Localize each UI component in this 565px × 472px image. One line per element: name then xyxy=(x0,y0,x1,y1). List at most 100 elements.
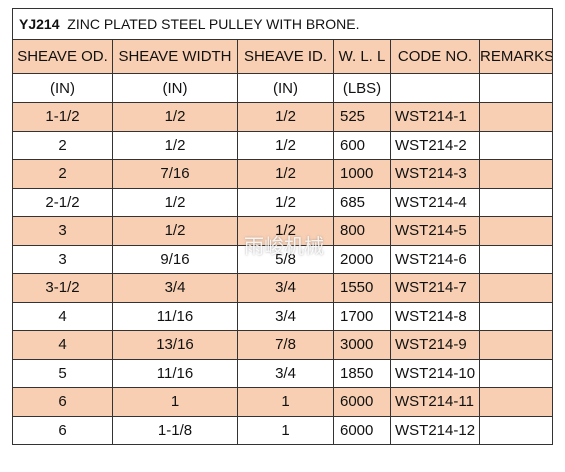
cell xyxy=(478,273,554,303)
cell: 1/2 xyxy=(237,187,334,217)
data-row: 3 1/2 1/2 800 WST214-5 xyxy=(12,216,554,246)
cell: 1-1/8 xyxy=(112,415,238,445)
data-row: 5 11/16 3/4 1850 WST214-10 xyxy=(12,358,554,388)
title-text: ZINC PLATED STEEL PULLEY WITH BRONE. xyxy=(67,16,360,32)
cell: 600 xyxy=(333,130,391,160)
cell: 7/8 xyxy=(237,330,334,360)
cell: 1/2 xyxy=(112,102,238,132)
cell: 1-1/2 xyxy=(12,102,113,132)
spec-table: YJ214 ZINC PLATED STEEL PULLEY WITH BRON… xyxy=(11,8,554,445)
cell xyxy=(478,301,554,331)
cell: 13/16 xyxy=(112,330,238,360)
cell: 1 xyxy=(112,387,238,417)
cell: (LBS) xyxy=(333,73,391,103)
data-row: 4 11/16 3/4 1700 WST214-8 xyxy=(12,301,554,331)
cell: WST214-1 xyxy=(390,102,480,132)
cell: 1/2 xyxy=(112,216,238,246)
cell: WST214-9 xyxy=(390,330,480,360)
watermark: 雨峻机械 xyxy=(244,234,324,258)
cell: 6 xyxy=(12,387,113,417)
cell: 3 xyxy=(12,216,113,246)
cell xyxy=(478,130,554,160)
cell: SHEAVE ID. xyxy=(237,39,334,74)
data-row: 2 7/16 1/2 1000 WST214-3 xyxy=(12,159,554,189)
cell: 3/4 xyxy=(112,273,238,303)
data-row: 6 1-1/8 1 6000 WST214-12 xyxy=(12,415,554,445)
cell xyxy=(478,387,554,417)
cell: 1/2 xyxy=(237,130,334,160)
cell xyxy=(478,358,554,388)
cell: 1550 xyxy=(333,273,391,303)
cell: 9/16 xyxy=(112,244,238,274)
cell: 685 xyxy=(333,187,391,217)
cell xyxy=(478,102,554,132)
data-row: 2 1/2 1/2 600 WST214-2 xyxy=(12,130,554,160)
cell: WST214-4 xyxy=(390,187,480,217)
cell: 3/4 xyxy=(237,301,334,331)
cell: 3 xyxy=(12,244,113,274)
cell: WST214-3 xyxy=(390,159,480,189)
cell: 3000 xyxy=(333,330,391,360)
cell: 11/16 xyxy=(112,301,238,331)
cell: SHEAVE WIDTH xyxy=(112,39,238,74)
cell: 5/8 xyxy=(237,244,334,274)
cell: 1/2 xyxy=(112,187,238,217)
cell: 1000 xyxy=(333,159,391,189)
title-code: YJ214 xyxy=(19,16,60,32)
cell xyxy=(478,330,554,360)
cell: 1/2 xyxy=(237,159,334,189)
cell: WST214-6 xyxy=(390,244,480,274)
cell: 11/16 xyxy=(112,358,238,388)
cell: 1/2 xyxy=(237,102,334,132)
cell xyxy=(390,73,480,103)
cell: REMARKS xyxy=(478,39,554,74)
cell: 525 xyxy=(333,102,391,132)
units-row: (IN) (IN) (IN) (LBS) xyxy=(12,73,554,103)
cell: (IN) xyxy=(112,73,238,103)
data-row: 6 1 1 6000 WST214-11 xyxy=(12,387,554,417)
cell: 6 xyxy=(12,415,113,445)
cell: 6000 xyxy=(333,415,391,445)
cell xyxy=(478,216,554,246)
cell: 3-1/2 xyxy=(12,273,113,303)
cell: 2 xyxy=(12,159,113,189)
data-row: 4 13/16 7/8 3000 WST214-9 xyxy=(12,330,554,360)
cell: 2 xyxy=(12,130,113,160)
table-body: YJ214 ZINC PLATED STEEL PULLEY WITH BRON… xyxy=(11,8,554,445)
data-row: 2-1/2 1/2 1/2 685 WST214-4 xyxy=(12,187,554,217)
data-row: 1-1/2 1/2 1/2 525 WST214-1 xyxy=(12,102,554,132)
title-row: YJ214 ZINC PLATED STEEL PULLEY WITH BRON… xyxy=(11,8,554,40)
data-row: 3-1/2 3/4 3/4 1550 WST214-7 xyxy=(12,273,554,303)
cell: 2-1/2 xyxy=(12,187,113,217)
cell: WST214-12 xyxy=(390,415,480,445)
cell: 5 xyxy=(12,358,113,388)
cell: 3/4 xyxy=(237,358,334,388)
cell: WST214-7 xyxy=(390,273,480,303)
cell: 7/16 xyxy=(112,159,238,189)
cell: 1850 xyxy=(333,358,391,388)
cell: WST214-2 xyxy=(390,130,480,160)
cell: SHEAVE OD. xyxy=(12,39,113,74)
cell xyxy=(478,159,554,189)
cell: 6000 xyxy=(333,387,391,417)
title-cell: YJ214 ZINC PLATED STEEL PULLEY WITH BRON… xyxy=(11,8,554,40)
cell: 3/4 xyxy=(237,273,334,303)
cell: CODE NO. xyxy=(390,39,480,74)
cell: 1 xyxy=(237,387,334,417)
cell: 1 xyxy=(237,415,334,445)
table-wrap: YJ214 ZINC PLATED STEEL PULLEY WITH BRON… xyxy=(11,8,554,445)
cell xyxy=(478,415,554,445)
cell: 800 xyxy=(333,216,391,246)
cell: 4 xyxy=(12,330,113,360)
cell: WST214-11 xyxy=(390,387,480,417)
cell: (IN) xyxy=(237,73,334,103)
cell: 4 xyxy=(12,301,113,331)
cell xyxy=(478,187,554,217)
cell: 2000 xyxy=(333,244,391,274)
cell: 1700 xyxy=(333,301,391,331)
cell xyxy=(478,73,554,103)
cell: WST214-8 xyxy=(390,301,480,331)
cell: WST214-10 xyxy=(390,358,480,388)
